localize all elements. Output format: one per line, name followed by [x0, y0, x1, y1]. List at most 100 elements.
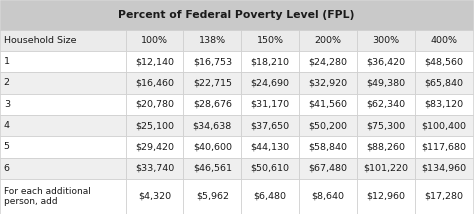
Text: 200%: 200% — [315, 36, 341, 45]
Bar — [0, 158, 126, 179]
Text: $37,650: $37,650 — [251, 121, 290, 130]
Bar — [357, 179, 415, 214]
Bar — [415, 158, 473, 179]
Bar — [241, 51, 299, 72]
Text: For each additional
person, add: For each additional person, add — [4, 187, 91, 206]
Bar — [183, 51, 241, 72]
Text: 400%: 400% — [430, 36, 457, 45]
Bar — [126, 136, 183, 158]
Bar — [126, 94, 183, 115]
Text: $36,420: $36,420 — [366, 57, 405, 66]
Text: Percent of Federal Poverty Level (FPL): Percent of Federal Poverty Level (FPL) — [118, 10, 355, 20]
Bar — [183, 158, 241, 179]
Text: $16,460: $16,460 — [135, 79, 174, 88]
Text: $58,840: $58,840 — [309, 142, 347, 151]
Bar — [241, 115, 299, 136]
Text: $62,340: $62,340 — [366, 100, 405, 109]
Text: $49,380: $49,380 — [366, 79, 405, 88]
Bar — [0, 0, 473, 30]
Bar — [357, 136, 415, 158]
Bar — [357, 72, 415, 94]
Bar — [415, 72, 473, 94]
Bar — [0, 51, 126, 72]
Text: $67,480: $67,480 — [309, 164, 347, 173]
Text: 100%: 100% — [141, 36, 168, 45]
Text: $24,280: $24,280 — [309, 57, 347, 66]
Bar — [357, 51, 415, 72]
Bar — [299, 136, 357, 158]
Text: $88,260: $88,260 — [366, 142, 405, 151]
Bar — [357, 115, 415, 136]
Text: $50,610: $50,610 — [251, 164, 290, 173]
Text: 4: 4 — [4, 121, 10, 130]
Text: $46,561: $46,561 — [193, 164, 232, 173]
Bar — [357, 30, 415, 51]
Text: $8,640: $8,640 — [311, 192, 345, 201]
Text: $25,100: $25,100 — [135, 121, 174, 130]
Bar — [0, 136, 126, 158]
Text: $32,920: $32,920 — [309, 79, 347, 88]
Text: $12,960: $12,960 — [366, 192, 405, 201]
Bar — [241, 30, 299, 51]
Bar — [0, 115, 126, 136]
Bar — [299, 51, 357, 72]
Bar — [357, 94, 415, 115]
Text: Household Size: Household Size — [4, 36, 76, 45]
Bar — [415, 51, 473, 72]
Text: $28,676: $28,676 — [193, 100, 232, 109]
Bar — [241, 179, 299, 214]
Bar — [0, 72, 126, 94]
Text: $40,600: $40,600 — [193, 142, 232, 151]
Text: 150%: 150% — [257, 36, 283, 45]
Bar — [126, 158, 183, 179]
Text: 5: 5 — [4, 142, 10, 151]
Bar — [241, 94, 299, 115]
Text: 1: 1 — [4, 57, 10, 66]
Text: $34,638: $34,638 — [193, 121, 232, 130]
Text: $75,300: $75,300 — [366, 121, 405, 130]
Bar — [299, 30, 357, 51]
Text: 2: 2 — [4, 79, 10, 88]
Text: $29,420: $29,420 — [135, 142, 174, 151]
Text: $20,780: $20,780 — [135, 100, 174, 109]
Bar — [126, 51, 183, 72]
Bar — [0, 30, 126, 51]
Bar — [299, 115, 357, 136]
Text: $44,130: $44,130 — [251, 142, 290, 151]
Bar — [357, 158, 415, 179]
Bar — [183, 30, 241, 51]
Text: $50,200: $50,200 — [309, 121, 347, 130]
Text: $83,120: $83,120 — [424, 100, 463, 109]
Text: 3: 3 — [4, 100, 10, 109]
Text: $100,400: $100,400 — [421, 121, 466, 130]
Bar — [126, 179, 183, 214]
Bar — [415, 30, 473, 51]
Text: 138%: 138% — [199, 36, 226, 45]
Bar — [183, 94, 241, 115]
Text: $65,840: $65,840 — [424, 79, 463, 88]
Bar — [183, 72, 241, 94]
Bar — [183, 115, 241, 136]
Bar — [241, 72, 299, 94]
Bar — [126, 115, 183, 136]
Bar — [299, 94, 357, 115]
Text: $22,715: $22,715 — [193, 79, 232, 88]
Text: $101,220: $101,220 — [364, 164, 408, 173]
Text: $24,690: $24,690 — [251, 79, 290, 88]
Bar — [0, 179, 126, 214]
Text: $33,740: $33,740 — [135, 164, 174, 173]
Text: $16,753: $16,753 — [193, 57, 232, 66]
Bar — [126, 72, 183, 94]
Bar — [183, 179, 241, 214]
Text: $117,680: $117,680 — [421, 142, 466, 151]
Text: $4,320: $4,320 — [138, 192, 171, 201]
Bar — [0, 94, 126, 115]
Text: $17,280: $17,280 — [424, 192, 463, 201]
Text: 300%: 300% — [372, 36, 400, 45]
Bar — [415, 94, 473, 115]
Bar — [415, 115, 473, 136]
Bar — [415, 179, 473, 214]
Bar — [415, 136, 473, 158]
Text: $18,210: $18,210 — [251, 57, 290, 66]
Text: $31,170: $31,170 — [251, 100, 290, 109]
